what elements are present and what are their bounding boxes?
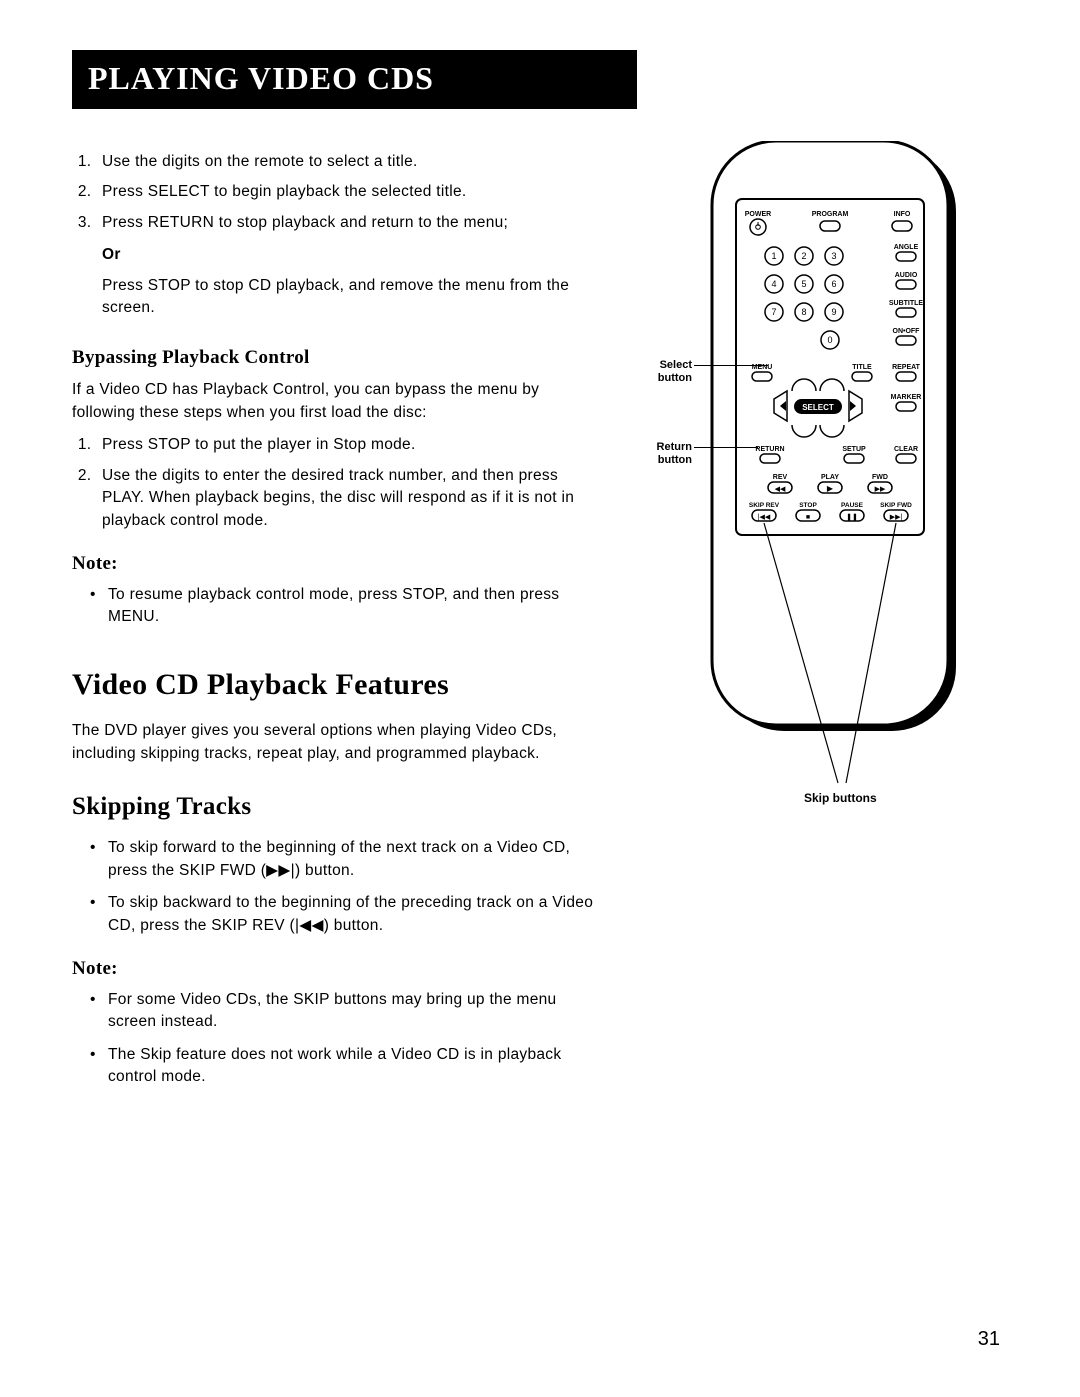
skipping-heading: Skipping Tracks xyxy=(72,789,602,825)
label-subtitle: SUBTITLE xyxy=(889,300,924,307)
page-number: 31 xyxy=(978,1328,1000,1351)
label-power: POWER xyxy=(745,211,771,218)
remote-svg: POWER PROGRAM INFO ANGLE AUDIO SUBTITLE xyxy=(662,141,982,821)
note-heading: Note: xyxy=(72,955,602,983)
bypass-heading: Bypassing Playback Control xyxy=(72,344,602,372)
step-item: Use the digits on the remote to select a… xyxy=(96,151,602,173)
or-label: Or xyxy=(102,244,602,266)
label-marker: MARKER xyxy=(891,394,922,401)
callout-skip: Skip buttons xyxy=(804,791,877,805)
label-angle: ANGLE xyxy=(894,244,919,251)
svg-text:3: 3 xyxy=(831,251,836,261)
list-item: To resume playback control mode, press S… xyxy=(96,584,602,629)
label-select: SELECT xyxy=(802,403,834,412)
text-column: Use the digits on the remote to select a… xyxy=(72,151,632,1099)
callout-line xyxy=(694,365,768,366)
svg-text:6: 6 xyxy=(831,279,836,289)
content-columns: Use the digits on the remote to select a… xyxy=(72,151,1008,1099)
page: PLAYING VIDEO CDS Use the digits on the … xyxy=(0,0,1080,1397)
svg-text:▶: ▶ xyxy=(827,484,834,493)
features-heading: Video CD Playback Features xyxy=(72,663,602,707)
note1-list: To resume playback control mode, press S… xyxy=(72,584,602,629)
svg-text:5: 5 xyxy=(801,279,806,289)
bypass-steps-list: Press STOP to put the player in Stop mod… xyxy=(72,434,602,532)
svg-text:9: 9 xyxy=(831,307,836,317)
svg-text:2: 2 xyxy=(801,251,806,261)
skip-rev-icon: |◀◀ xyxy=(295,917,324,934)
skipping-list: To skip forward to the beginning of the … xyxy=(72,837,602,937)
label-play: PLAY xyxy=(821,474,839,481)
label-program: PROGRAM xyxy=(812,211,849,218)
step-item: Press SELECT to begin playback the selec… xyxy=(96,181,602,203)
label-pause: PAUSE xyxy=(841,502,864,509)
features-intro: The DVD player gives you several options… xyxy=(72,720,602,765)
svg-text:▶▶: ▶▶ xyxy=(875,486,886,493)
svg-text:4: 4 xyxy=(771,279,776,289)
section-banner: PLAYING VIDEO CDS xyxy=(72,50,637,109)
label-rev: REV xyxy=(773,474,788,481)
skip-fwd-icon: ▶▶| xyxy=(266,862,295,879)
note-heading: Note: xyxy=(72,550,602,578)
svg-text:8: 8 xyxy=(801,307,806,317)
list-item: To skip forward to the beginning of the … xyxy=(96,837,602,882)
callout-return: Return button xyxy=(638,441,692,467)
label-info: INFO xyxy=(894,211,911,218)
label-title: TITLE xyxy=(852,364,872,371)
note2-list: For some Video CDs, the SKIP buttons may… xyxy=(72,989,602,1089)
svg-text:1: 1 xyxy=(771,251,776,261)
list-item: For some Video CDs, the SKIP buttons may… xyxy=(96,989,602,1034)
top-steps-list: Use the digits on the remote to select a… xyxy=(72,151,602,234)
callout-line xyxy=(694,447,758,448)
skip-rev-post: ) button. xyxy=(324,917,384,934)
or-text: Press STOP to stop CD playback, and remo… xyxy=(102,275,602,320)
list-item: To skip backward to the beginning of the… xyxy=(96,892,602,937)
step-item: Press RETURN to stop playback and return… xyxy=(96,212,602,234)
bypass-intro: If a Video CD has Playback Control, you … xyxy=(72,379,602,424)
list-item: The Skip feature does not work while a V… xyxy=(96,1044,602,1089)
step-item: Press STOP to put the player in Stop mod… xyxy=(96,434,602,456)
svg-text:❚❚: ❚❚ xyxy=(846,513,858,521)
label-return: RETURN xyxy=(755,446,784,453)
remote-diagram: Select button Return button Skip buttons… xyxy=(662,141,982,826)
label-skipfwd: SKIP FWD xyxy=(880,502,912,509)
svg-text:0: 0 xyxy=(827,335,832,345)
svg-text:|◀◀: |◀◀ xyxy=(758,514,771,521)
label-repeat: REPEAT xyxy=(892,364,921,371)
skip-fwd-post: ) button. xyxy=(295,862,355,879)
label-skiprev: SKIP REV xyxy=(749,502,780,509)
label-audio: AUDIO xyxy=(895,272,918,279)
label-onoff: ON•OFF xyxy=(893,328,921,335)
illustration-column: Select button Return button Skip buttons… xyxy=(632,151,1008,1099)
label-clear: CLEAR xyxy=(894,446,918,453)
callout-select: Select button xyxy=(638,359,692,385)
svg-text:◀◀: ◀◀ xyxy=(775,486,786,493)
svg-text:■: ■ xyxy=(806,514,810,521)
label-setup: SETUP xyxy=(842,446,866,453)
svg-text:7: 7 xyxy=(771,307,776,317)
label-fwd: FWD xyxy=(872,474,888,481)
svg-text:▶▶|: ▶▶| xyxy=(890,514,903,521)
step-item: Use the digits to enter the desired trac… xyxy=(96,465,602,532)
label-stop: STOP xyxy=(799,502,817,509)
